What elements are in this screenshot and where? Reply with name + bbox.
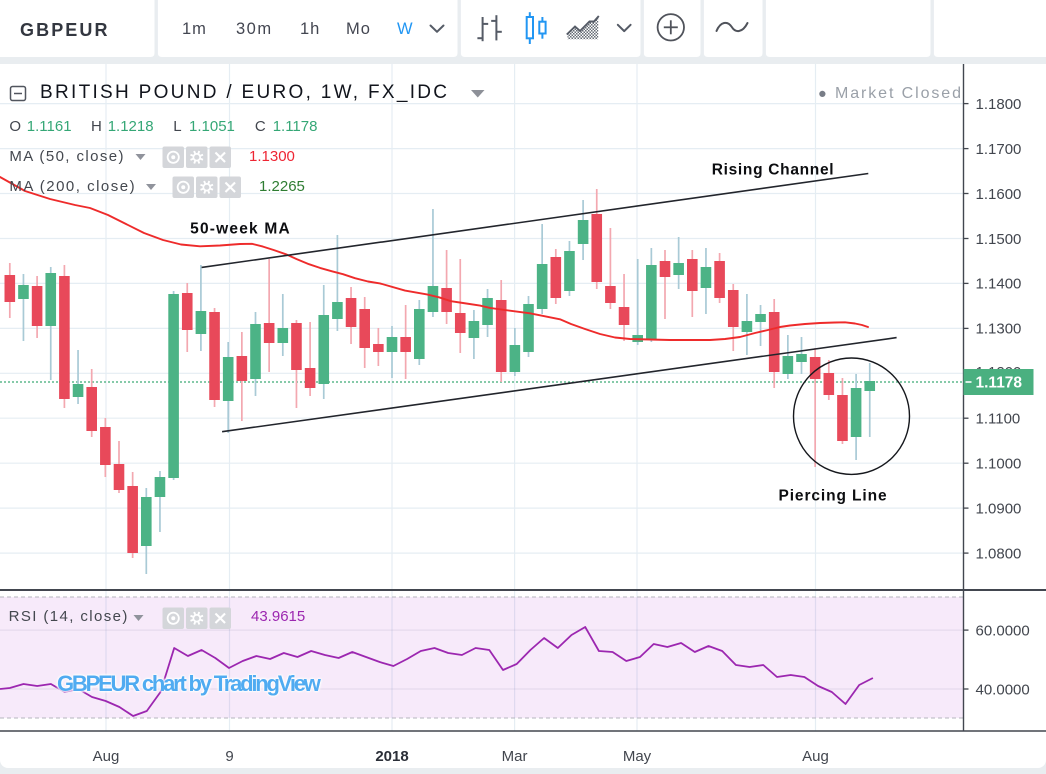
svg-text:Piercing Line: Piercing Line xyxy=(778,488,887,505)
svg-text:1.1600: 1.1600 xyxy=(976,186,1022,203)
svg-text:Rising Channel: Rising Channel xyxy=(712,162,835,179)
svg-text:1.1400: 1.1400 xyxy=(976,276,1022,293)
svg-text:1.1300: 1.1300 xyxy=(976,321,1022,338)
svg-text:50-week MA: 50-week MA xyxy=(190,221,291,238)
svg-text:1.0900: 1.0900 xyxy=(976,500,1022,517)
svg-text:40.0000: 40.0000 xyxy=(976,681,1030,698)
svg-text:1.0800: 1.0800 xyxy=(976,545,1022,562)
svg-text:1.1500: 1.1500 xyxy=(976,231,1022,248)
svg-text:1.1800: 1.1800 xyxy=(976,96,1022,113)
svg-text:1.1000: 1.1000 xyxy=(976,456,1022,473)
svg-text:1.1100: 1.1100 xyxy=(976,411,1021,428)
svg-text:60.0000: 60.0000 xyxy=(976,622,1030,639)
svg-text:1.1700: 1.1700 xyxy=(976,141,1022,158)
svg-text:1.1178: 1.1178 xyxy=(976,375,1023,392)
